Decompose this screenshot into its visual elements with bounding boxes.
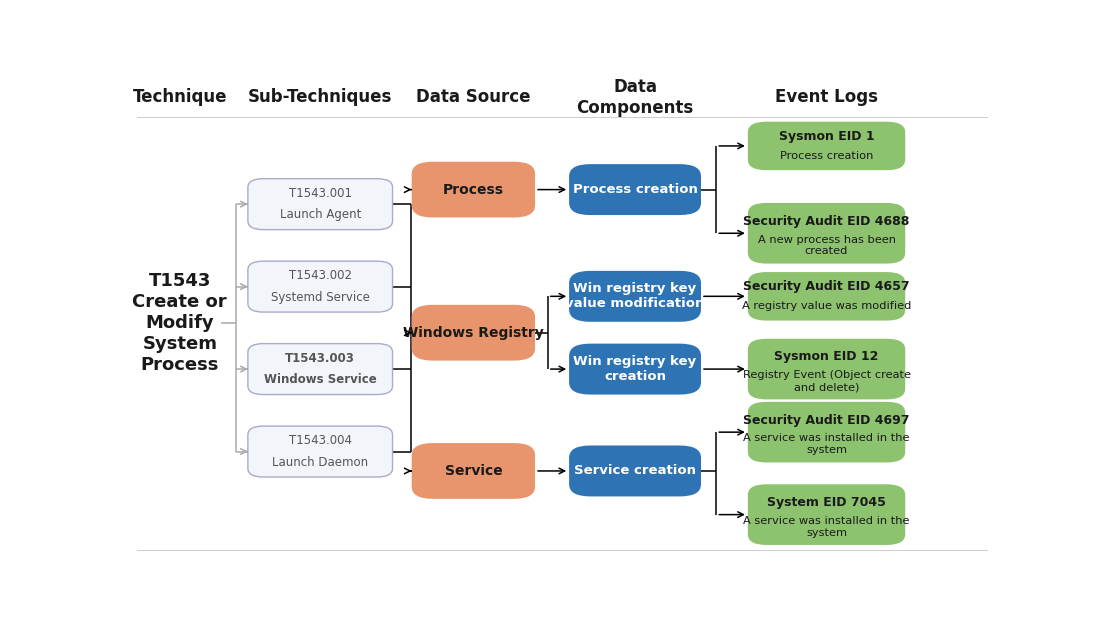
- Text: Technique: Technique: [133, 88, 227, 106]
- Text: Windows Registry: Windows Registry: [403, 326, 544, 340]
- Text: Registry Event (Object create
and delete): Registry Event (Object create and delete…: [742, 370, 910, 392]
- Text: Process creation: Process creation: [780, 151, 873, 161]
- FancyBboxPatch shape: [569, 164, 701, 215]
- Text: Service: Service: [445, 464, 502, 478]
- FancyBboxPatch shape: [569, 445, 701, 496]
- Text: Sysmon EID 12: Sysmon EID 12: [774, 350, 878, 364]
- Text: T1543.003: T1543.003: [285, 352, 355, 365]
- Text: Data
Components: Data Components: [576, 78, 694, 117]
- Text: Win registry key
value modification: Win registry key value modification: [565, 282, 705, 311]
- Text: Security Audit EID 4697: Security Audit EID 4697: [743, 413, 910, 427]
- Text: System EID 7045: System EID 7045: [768, 496, 886, 509]
- FancyBboxPatch shape: [248, 261, 393, 312]
- Text: Process creation: Process creation: [573, 183, 697, 196]
- Text: Security Audit EID 4657: Security Audit EID 4657: [743, 280, 910, 293]
- FancyBboxPatch shape: [412, 162, 535, 217]
- Text: Sub-Techniques: Sub-Techniques: [248, 88, 392, 106]
- Text: Launch Agent: Launch Agent: [280, 209, 361, 221]
- FancyBboxPatch shape: [748, 484, 905, 545]
- FancyBboxPatch shape: [248, 179, 393, 229]
- FancyBboxPatch shape: [248, 426, 393, 477]
- FancyBboxPatch shape: [748, 272, 905, 321]
- Text: Data Source: Data Source: [416, 88, 530, 106]
- FancyBboxPatch shape: [569, 271, 701, 322]
- Text: A new process has been
created: A new process has been created: [758, 234, 896, 256]
- Text: A registry value was modified: A registry value was modified: [742, 301, 911, 311]
- Text: T1543.002: T1543.002: [289, 270, 351, 282]
- Text: Event Logs: Event Logs: [775, 88, 878, 106]
- Text: Launch Daemon: Launch Daemon: [272, 455, 368, 469]
- FancyBboxPatch shape: [748, 122, 905, 170]
- Text: Security Audit EID 4688: Security Audit EID 4688: [743, 215, 910, 227]
- FancyBboxPatch shape: [748, 203, 905, 263]
- Text: A service was installed in the
system: A service was installed in the system: [743, 516, 910, 537]
- Text: T1543.001: T1543.001: [289, 187, 351, 200]
- Text: T1543.004: T1543.004: [289, 434, 351, 447]
- FancyBboxPatch shape: [248, 343, 393, 394]
- Text: Sysmon EID 1: Sysmon EID 1: [778, 130, 874, 143]
- FancyBboxPatch shape: [748, 339, 905, 399]
- FancyBboxPatch shape: [569, 343, 701, 394]
- Text: Systemd Service: Systemd Service: [271, 291, 370, 304]
- Text: Service creation: Service creation: [574, 464, 696, 478]
- FancyBboxPatch shape: [412, 443, 535, 499]
- Text: Process: Process: [442, 183, 504, 197]
- Text: Win registry key
creation: Win registry key creation: [573, 355, 696, 383]
- Text: T1543
Create or
Modify
System
Process: T1543 Create or Modify System Process: [133, 272, 227, 374]
- FancyBboxPatch shape: [412, 305, 535, 360]
- Text: A service was installed in the
system: A service was installed in the system: [743, 433, 910, 455]
- FancyBboxPatch shape: [748, 402, 905, 462]
- Text: Windows Service: Windows Service: [264, 373, 377, 386]
